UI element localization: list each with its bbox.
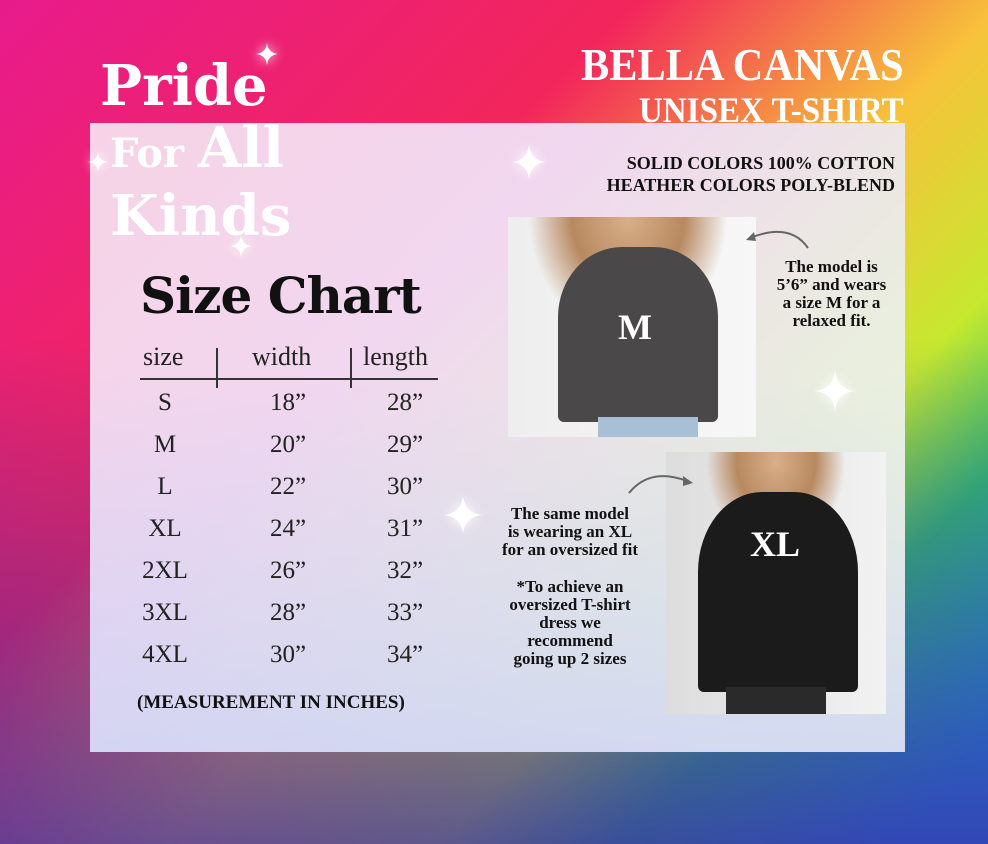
pride-for-all-kinds-logo: Pride For All Kinds: [100, 56, 291, 246]
size-cell: M: [153, 431, 177, 458]
fabric-line: HEATHER COLORS POLY-BLEND: [606, 174, 895, 195]
caption-line: a size M for a: [782, 293, 881, 312]
model-m-caption: The model is 5’6” and wears a size M for a…: [758, 258, 905, 330]
logo-word: For: [110, 130, 184, 177]
header-size: size: [143, 342, 184, 371]
sparkle-icon: [512, 145, 546, 179]
size-cell: S: [158, 389, 172, 416]
measurement-note: (MEASUREMENT IN INCHES): [137, 692, 405, 713]
size-chart-title: Size Chart: [140, 266, 422, 325]
width-cell: 22”: [269, 473, 307, 500]
length-cell: 32”: [386, 557, 424, 584]
length-cell: 29”: [386, 431, 424, 458]
sparkle-icon: [88, 152, 108, 172]
length-cell: 31”: [386, 515, 424, 542]
size-cell: 4XL: [142, 641, 188, 668]
size-cell: L: [157, 473, 173, 500]
caption-line: 5’6” and wears: [776, 275, 887, 294]
caption-line: The model is: [785, 257, 878, 276]
fabric-info: SOLID COLORS 100% COTTON HEATHER COLORS P…: [607, 153, 895, 196]
size-label-xl: XL: [750, 524, 801, 564]
table-divider: [140, 378, 438, 380]
caption-line: *To achieve an: [516, 577, 624, 596]
logo-line: Pride: [100, 53, 268, 119]
logo-line: Kinds: [110, 183, 292, 249]
size-cell: 3XL: [142, 599, 188, 626]
model-photo-m: M: [508, 217, 756, 437]
size-cell: XL: [148, 515, 182, 542]
caption-line: dress we: [539, 613, 601, 632]
sparkle-icon: [815, 371, 855, 411]
model-xl-caption: The same model is wearing an XL for an ove…: [476, 505, 664, 559]
arrow-icon: [746, 231, 809, 249]
brand-line: UNISEX T-SHIRT: [639, 90, 904, 130]
length-cell: 28”: [386, 389, 424, 416]
caption-line: The same model: [510, 504, 630, 523]
caption-line: recommend: [527, 631, 613, 650]
model-photo-xl: XL: [666, 452, 886, 714]
brand-heading: BELLA CANVAS UNISEX T-SHIRT: [553, 39, 904, 131]
logo-word: All: [197, 115, 284, 181]
header-width: width: [252, 342, 312, 371]
width-cell: 18”: [269, 389, 307, 416]
width-cell: 24”: [269, 515, 307, 542]
caption-line: oversized T-shirt: [509, 595, 631, 614]
sizing-tip: *To achieve an oversized T-shirt dress we r…: [476, 578, 664, 668]
width-cell: 26”: [269, 557, 307, 584]
sparkle-icon: [444, 496, 482, 534]
brand-line: BELLA CANVAS: [581, 39, 904, 90]
size-cell: 2XL: [142, 557, 188, 584]
length-cell: 34”: [386, 641, 424, 668]
sparkle-icon: [230, 235, 252, 257]
sparkle-icon: [256, 43, 278, 65]
caption-line: for an oversized fit: [501, 540, 639, 559]
length-cell: 30”: [386, 473, 424, 500]
caption-line: is wearing an XL: [507, 522, 633, 541]
logo-line: For All: [110, 116, 291, 186]
arrow-icon: [628, 475, 693, 494]
width-cell: 30”: [269, 641, 307, 668]
column-divider: [216, 348, 218, 388]
length-cell: 33”: [386, 599, 424, 626]
width-cell: 20”: [269, 431, 307, 458]
width-cell: 28”: [269, 599, 307, 626]
header-length: length: [363, 342, 428, 371]
fabric-line: SOLID COLORS 100% COTTON: [626, 153, 895, 173]
column-divider: [350, 348, 352, 388]
caption-line: relaxed fit.: [792, 311, 871, 330]
size-label-m: M: [618, 307, 652, 347]
caption-line: going up 2 sizes: [513, 649, 627, 668]
